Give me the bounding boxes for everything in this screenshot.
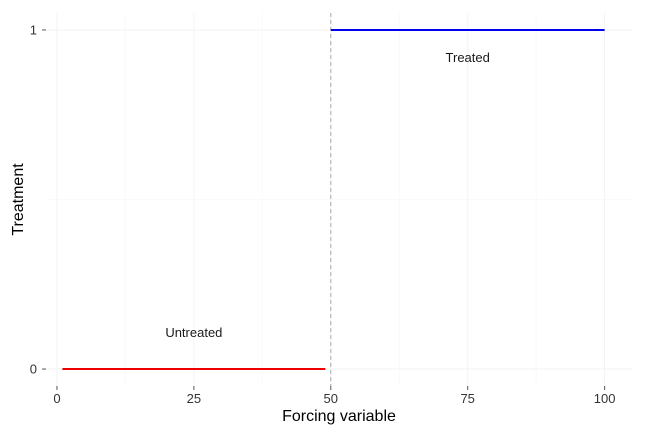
untreated-label: Untreated bbox=[165, 325, 222, 340]
y-axis-title: Treatment bbox=[10, 163, 27, 236]
x-tick-label: 50 bbox=[324, 391, 338, 406]
x-tick-label: 100 bbox=[594, 391, 616, 406]
x-tick-label: 25 bbox=[187, 391, 201, 406]
x-axis-title: Forcing variable bbox=[282, 408, 396, 425]
x-tick-label: 0 bbox=[53, 391, 60, 406]
axes: 0 25 50 75 100 0 1 bbox=[30, 22, 616, 406]
y-tick-label: 0 bbox=[30, 362, 37, 377]
annotations: Untreated Treated bbox=[165, 50, 490, 340]
x-tick-label: 75 bbox=[460, 391, 474, 406]
series-layer bbox=[62, 29, 605, 370]
y-tick-label: 1 bbox=[30, 22, 37, 37]
grid bbox=[46, 13, 632, 386]
treated-label: Treated bbox=[446, 50, 490, 65]
